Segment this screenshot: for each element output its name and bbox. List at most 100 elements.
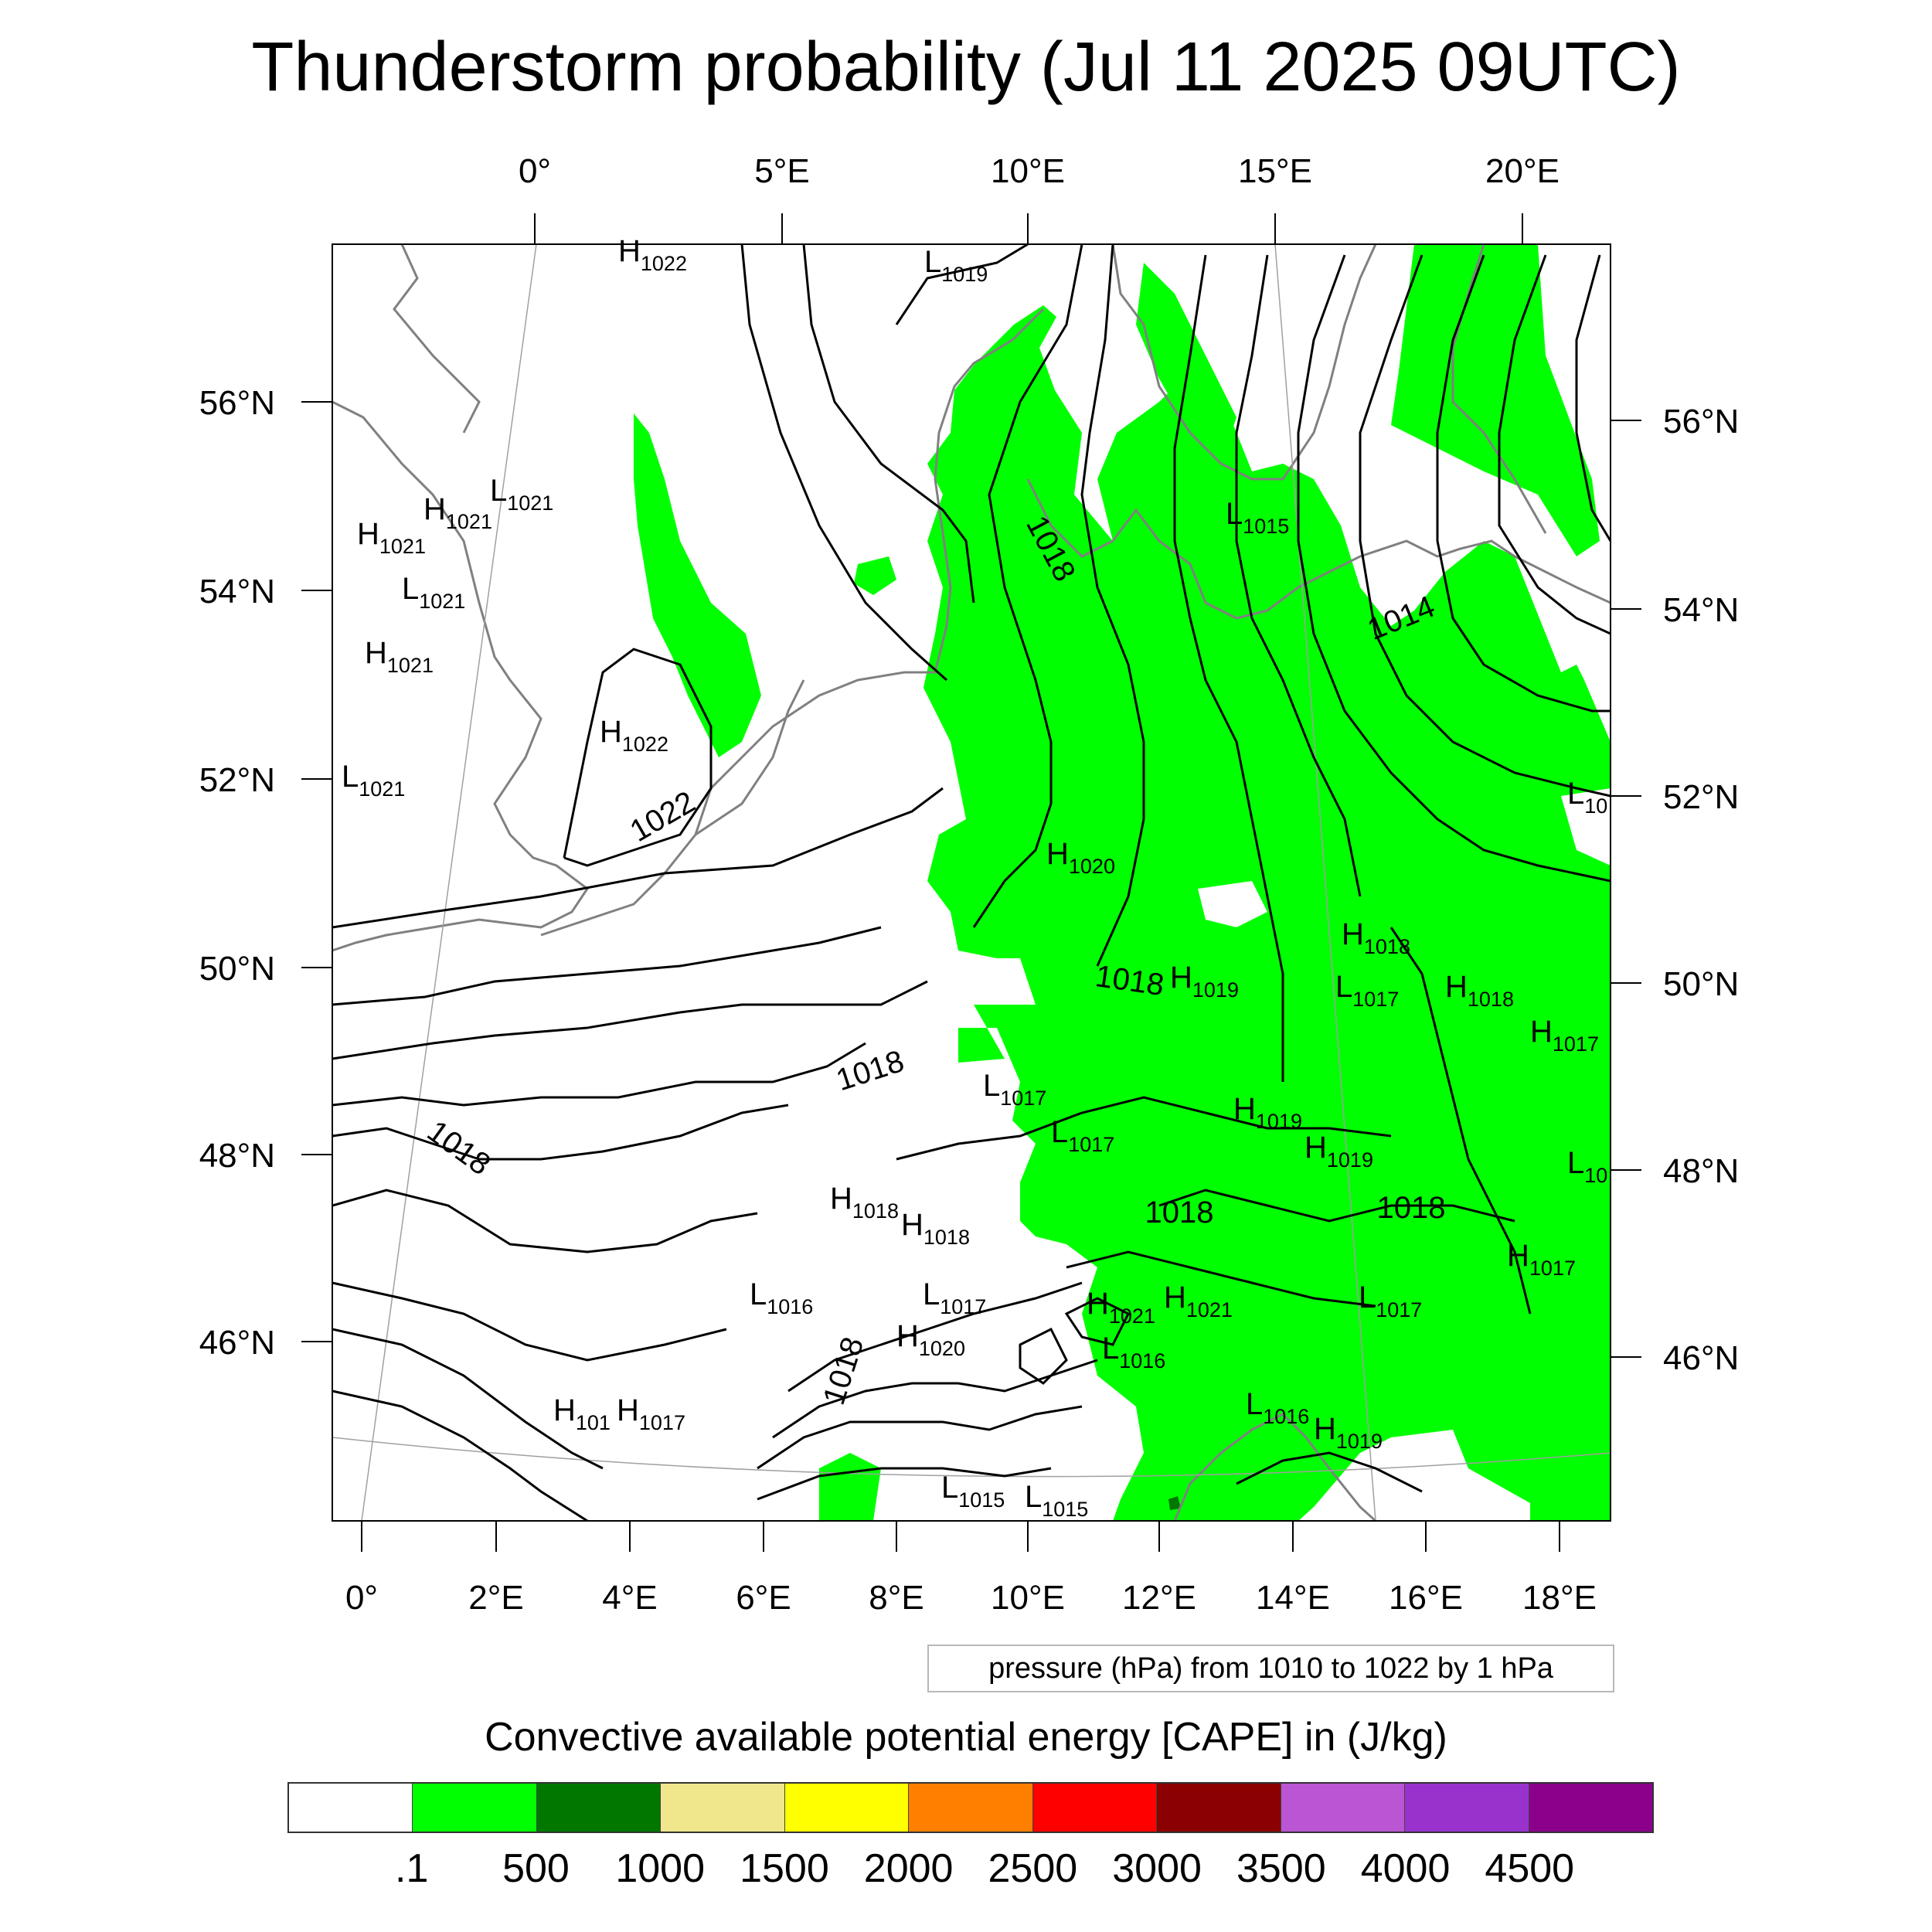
pressure-center-label: H1018 [901,1208,970,1249]
pressure-center-label: H1018 [830,1182,899,1223]
isobar-east-7 [1436,254,1611,713]
isobar-alps-3 [757,1405,1083,1470]
cape-area-white-hole-2 [1561,788,1611,866]
isobar-value-label: 1018 [1377,1191,1446,1225]
coastlines [332,244,1611,1521]
top-lon-label: 15°E [1238,152,1312,190]
pressure-center-label: L1015 [941,1471,1005,1512]
isobar-west-9 [332,1389,588,1521]
pressure-centers: H1022 L1019L1021H1021H1021L1021H1021H1022… [342,234,1607,1521]
pressure-center-label: H1020 [1046,837,1115,878]
pressure-center-label: H1019 [1170,961,1239,1002]
isobar-east-3 [1173,254,1284,1082]
isobar-north-2 [802,244,975,604]
left-lat-label: 48°N [199,1137,275,1175]
isobar-1022-loop [563,648,713,867]
pressure-center-label: L1016 [750,1277,813,1318]
pressure-center-label: H1021 [357,517,426,558]
pressure-center-label: L10 [1567,777,1607,818]
colorbar-label: 3000 [1112,1846,1202,1891]
colorbar-box [1157,1784,1281,1832]
cape-area-alps-w [819,1453,881,1521]
isobar-central-1 [896,1096,1392,1161]
chart-title: Thunderstorm probability (Jul 11 2025 09… [251,29,1681,106]
isobar-value-label: 1018 [1145,1196,1214,1230]
cape-area-sweden [1136,263,1236,464]
colorbar-box [413,1784,537,1832]
ticks [301,213,1641,1552]
coast-britain [332,400,590,952]
colorbar-box [536,1784,662,1832]
pressure-center-label: H1020 [896,1319,965,1360]
pressure-center-label: H101 [553,1393,611,1434]
colorbar-box [661,1784,785,1832]
isobar-west-5 [332,1104,789,1161]
isobar-east-4 [1235,254,1362,897]
isobar-west-4 [332,1042,866,1107]
right-lat-label: 50°N [1663,965,1739,1003]
cape-area-dark-spot [1168,1496,1181,1510]
isobar-alps-4 [757,1467,1052,1501]
pressure-center-label: H1019 [1233,1092,1302,1133]
isobar-west-6 [332,1189,758,1253]
contour-info-box: pressure (hPa) from 1010 to 1022 by 1 hP… [927,1645,1614,1692]
pressure-center-label: L1016 [1246,1387,1309,1428]
isobar-west-7 [332,1281,727,1362]
pressure-center-label: H1021 [423,492,492,533]
pressure-center-label: L1017 [983,1069,1046,1110]
pressure-center-label: H1021 [1087,1287,1155,1328]
cape-area-blob [854,556,896,595]
cape-area-north-sea [634,413,761,757]
left-lat-label: 56°N [199,384,275,422]
coast-continent [540,308,1045,937]
bottom-lon-label: 2°E [468,1579,523,1617]
colorbar-label: 1500 [740,1846,829,1891]
pressure-center-label: H1019 [1314,1412,1383,1453]
colorbar [287,1782,1654,1833]
isobar-central-2 [1066,1250,1376,1308]
left-lat-label: 54°N [199,573,275,611]
right-lat-label: 48°N [1663,1152,1739,1190]
map-frame [332,243,1611,1522]
pressure-center-label: H1017 [1507,1239,1576,1280]
isobar-alps-7 [1019,1327,1068,1385]
isobar-east-1 [972,244,1083,928]
isobar-west-2 [332,926,882,1006]
coast-baltic-states [1451,244,1547,534]
isobar-value-label: 1022 [624,784,701,849]
colorbar-box [1529,1784,1652,1832]
left-lat-label: 50°N [199,950,275,988]
pressure-center-label: L1019 [924,245,988,286]
colorbar-box [1281,1784,1406,1832]
isobars [332,244,1611,1521]
pressure-center-label: H1017 [1530,1015,1599,1056]
graticule [332,244,1611,1521]
isobar-central-4 [1389,927,1532,1315]
isobar-alps-6 [1064,1297,1131,1346]
colorbar-label: 3500 [1236,1846,1326,1891]
isobar-east-6 [1359,254,1611,798]
pressure-center-label: H1018 [1342,917,1410,958]
right-lat-label: 52°N [1663,778,1739,816]
pressure-center-label: H1019 [1304,1131,1373,1172]
isobar-west-8 [332,1328,604,1470]
cape-area-baltic-east [1461,270,1530,417]
meridian-15e [1274,244,1376,1521]
coast-sweden [1111,244,1377,481]
top-lon-label: 0° [519,152,551,190]
right-lat-label: 46°N [1663,1339,1739,1377]
colorbar-label: 4500 [1485,1846,1575,1891]
pressure-center-label: L1016 [1102,1332,1165,1372]
colorbar-title: Convective available potential energy [C… [485,1715,1447,1760]
pressure-center-label: H1022 [600,715,668,756]
isobar-east-9 [1575,254,1611,542]
pressure-center-label: L1015 [1226,497,1289,538]
pressure-center-label: H1018 [1445,970,1514,1011]
bottom-lon-label: 8°E [869,1579,923,1617]
right-lat-label: 56°N [1663,403,1739,440]
bottom-lon-label: 12°E [1122,1579,1196,1617]
pressure-center-label: L1021 [402,572,465,613]
isobar-alps-2 [772,1359,1098,1439]
colorbar-box [1032,1784,1158,1832]
